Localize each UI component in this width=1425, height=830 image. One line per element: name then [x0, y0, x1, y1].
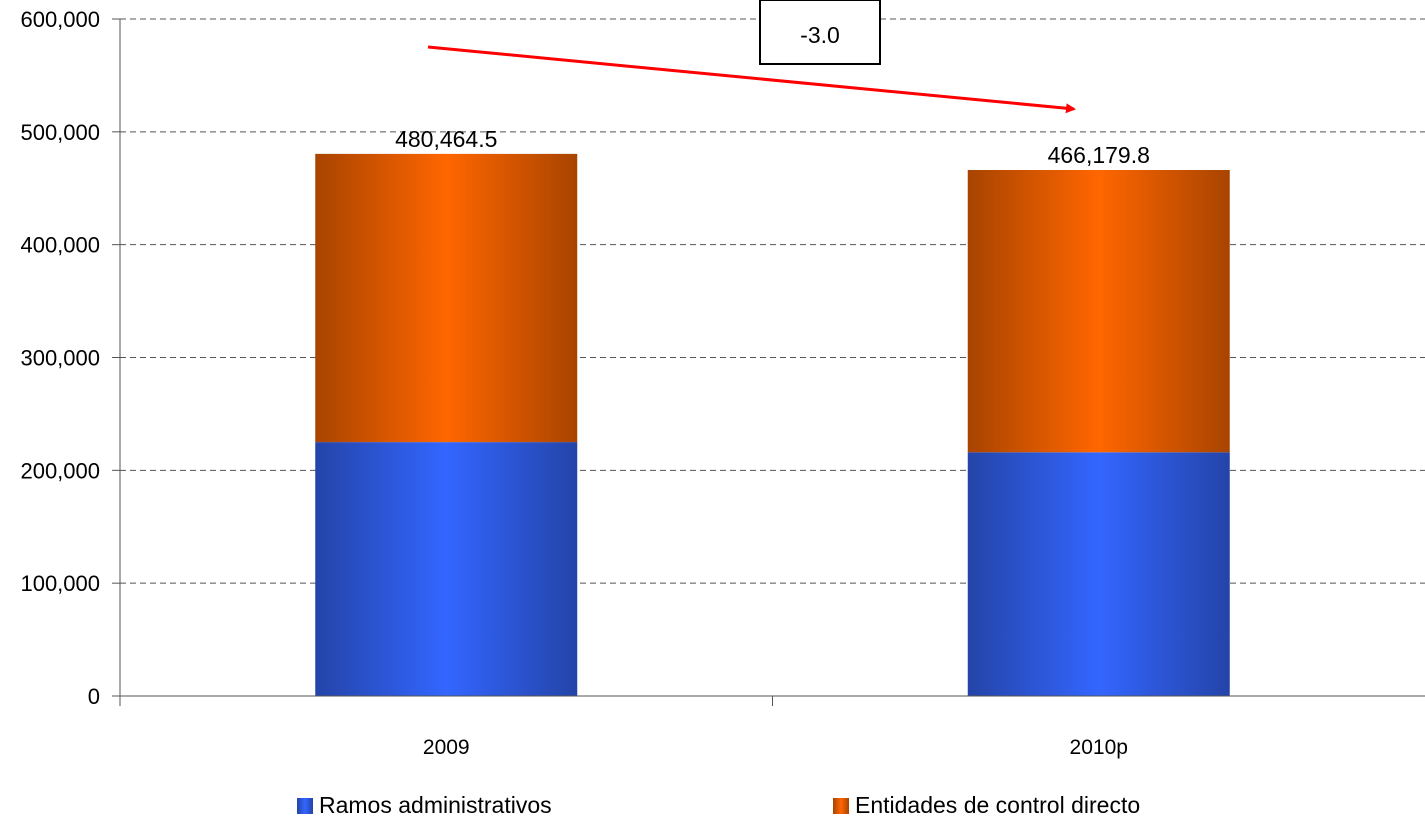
legend-swatch-blue: [297, 797, 313, 814]
x-tick-label: 2009: [423, 736, 470, 759]
trend-arrow: [427, 45, 1076, 114]
legend-swatch-orange: [833, 797, 849, 814]
y-tick-label: 300,000: [20, 346, 100, 371]
bars: [315, 153, 1230, 696]
bar-ramos-2010p: [967, 452, 1230, 696]
total-label: 480,464.5: [395, 126, 497, 152]
legend-label: Ramos administrativos: [319, 792, 552, 818]
labels: 0 100,000 200,000 300,000 400,000 500,000 600,…: [20, 7, 1149, 759]
bar-ramos-2009: [315, 442, 578, 696]
axes: [112, 18, 1425, 706]
y-tick-label: 600,000: [20, 7, 100, 32]
y-tick-label: 100,000: [20, 571, 100, 596]
total-label: 466,179.8: [1048, 142, 1150, 168]
y-tick-label: 500,000: [20, 120, 100, 145]
y-tick-label: 200,000: [20, 458, 100, 483]
legend-item-ramos: Ramos administrativos: [297, 792, 552, 819]
y-tick-label: 0: [88, 684, 100, 709]
annotation-box: [759, 0, 881, 65]
legend-label: Entidades de control directo: [855, 792, 1141, 818]
x-tick-label: 2010p: [1070, 736, 1128, 759]
bar-entidades-2009: [315, 153, 578, 443]
annotation-text: -3.0: [800, 22, 840, 48]
legend-item-entidades: Entidades de control directo: [833, 792, 1140, 819]
change-annotation: -3.0: [427, 0, 1076, 114]
y-tick-label: 400,000: [20, 233, 100, 258]
bar-entidades-2010p: [967, 169, 1230, 453]
legend: Ramos administrativos Entidades de contr…: [0, 792, 1425, 824]
